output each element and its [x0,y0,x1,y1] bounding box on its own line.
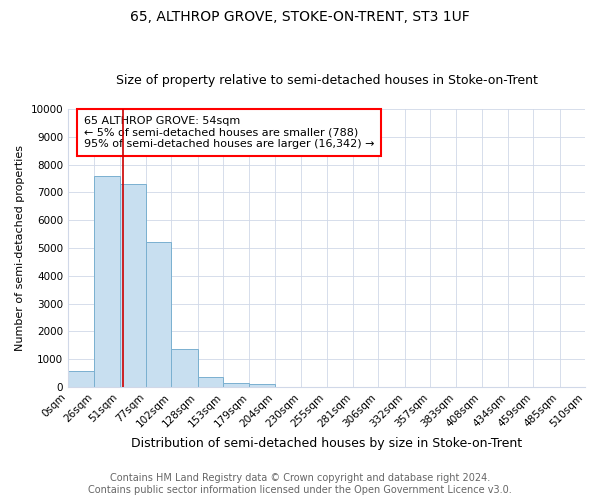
Title: Size of property relative to semi-detached houses in Stoke-on-Trent: Size of property relative to semi-detach… [116,74,538,87]
Text: Contains HM Land Registry data © Crown copyright and database right 2024.
Contai: Contains HM Land Registry data © Crown c… [88,474,512,495]
Bar [94,176,120,387]
Bar [198,378,223,387]
X-axis label: Distribution of semi-detached houses by size in Stoke-on-Trent: Distribution of semi-detached houses by … [131,437,522,450]
Text: 65 ALTHROP GROVE: 54sqm
← 5% of semi-detached houses are smaller (788)
95% of se: 65 ALTHROP GROVE: 54sqm ← 5% of semi-det… [83,116,374,149]
Bar [146,242,172,387]
Bar [250,384,275,387]
Bar [68,372,94,387]
Text: 65, ALTHROP GROVE, STOKE-ON-TRENT, ST3 1UF: 65, ALTHROP GROVE, STOKE-ON-TRENT, ST3 1… [130,10,470,24]
Y-axis label: Number of semi-detached properties: Number of semi-detached properties [15,145,25,351]
Bar [120,184,146,387]
Bar [223,382,250,387]
Bar [172,350,198,387]
